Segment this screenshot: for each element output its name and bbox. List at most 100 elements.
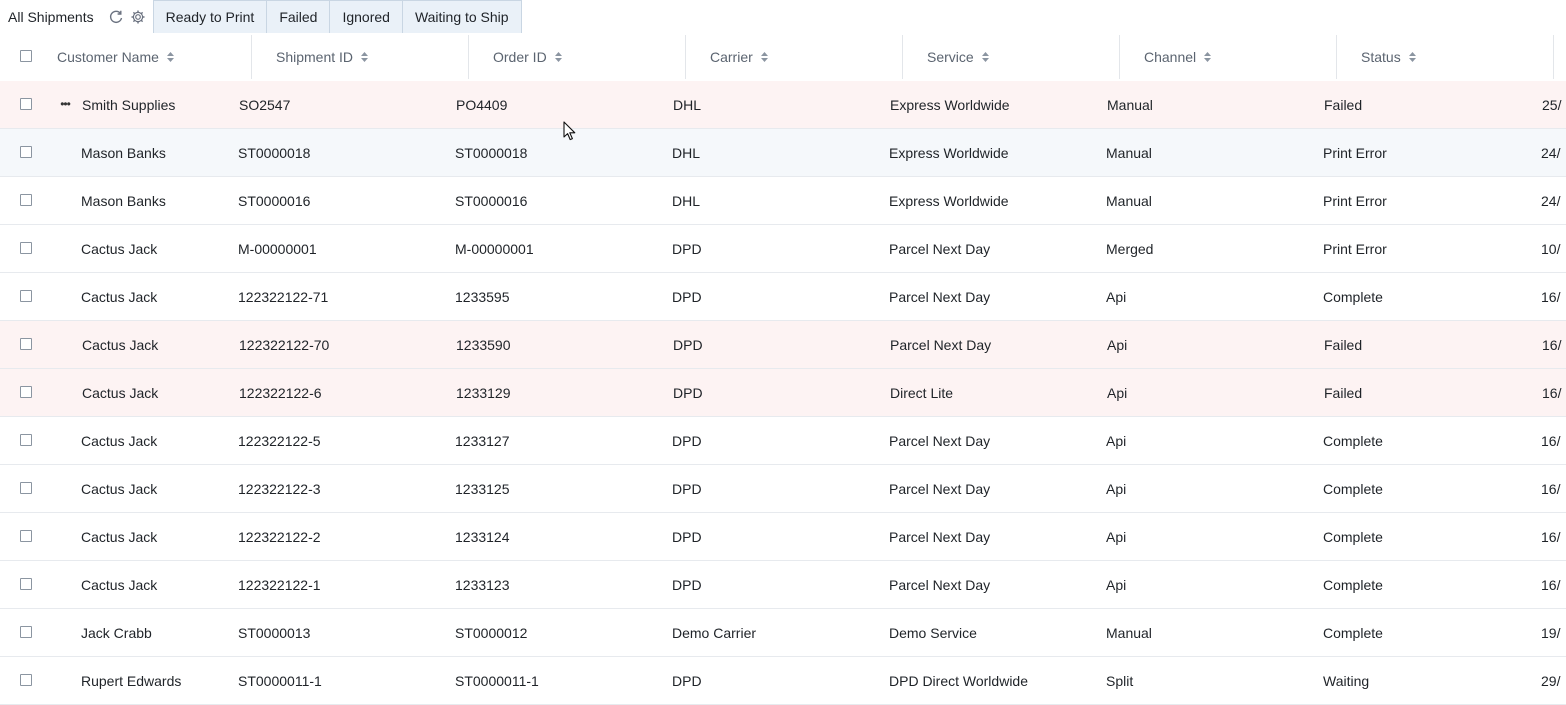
table-row[interactable]: Cactus Jack 122322122-1 1233123 DPD Parcel N… [0, 561, 1566, 609]
cell-shipment-id: 122322122-2 [238, 528, 321, 545]
cell-customer-name: Cactus Jack [82, 336, 159, 353]
cell-service: Express Worldwide [890, 96, 1010, 113]
column-header-label: Status [1361, 49, 1401, 65]
table-row[interactable]: Rupert Edwards ST0000011-1 ST0000011-1 DPD D… [0, 657, 1566, 705]
cell-service: Parcel Next Day [889, 288, 991, 305]
table-row[interactable]: Cactus Jack 122322122-6 1233129 DPD Direct L… [0, 369, 1566, 417]
tab-ready-to-print[interactable]: Ready to Print [152, 0, 268, 33]
cell-date: 16/ [1541, 288, 1561, 305]
more-horizontal-icon[interactable]: ••• [60, 97, 71, 111]
sort-icon[interactable] [166, 52, 174, 62]
table-row[interactable]: Cactus Jack 122322122-3 1233125 DPD Parcel N… [0, 465, 1566, 513]
tab-all-shipments[interactable]: All Shipments [0, 0, 154, 33]
cell-status: Failed [1324, 96, 1363, 113]
column-header-carrier[interactable]: Carrier [710, 33, 768, 81]
column-header-order-id[interactable]: Order ID [493, 33, 562, 81]
mouse-cursor-icon [563, 121, 576, 141]
cell-carrier: DPD [672, 672, 702, 689]
cell-customer-name: Cactus Jack [82, 384, 159, 401]
cell-status: Complete [1323, 528, 1383, 545]
tab-ignored[interactable]: Ignored [329, 0, 403, 33]
sort-icon[interactable] [1408, 52, 1416, 62]
column-header-status[interactable]: Status [1361, 33, 1416, 81]
select-all-checkbox[interactable] [20, 50, 32, 62]
tab-waiting-to-ship[interactable]: Waiting to Ship [401, 0, 522, 33]
column-divider[interactable] [1119, 35, 1120, 79]
cell-date: 16/ [1541, 576, 1561, 593]
table-row[interactable]: Cactus Jack 122322122-70 1233590 DPD Parcel … [0, 321, 1566, 369]
column-divider[interactable] [685, 35, 686, 79]
cell-service: Parcel Next Day [890, 336, 992, 353]
row-checkbox[interactable] [20, 674, 32, 686]
cell-date: 25/ [1542, 96, 1562, 113]
table-row[interactable]: Cactus Jack 122322122-71 1233595 DPD Parcel … [0, 273, 1566, 321]
row-checkbox[interactable] [20, 338, 32, 350]
table-row[interactable]: Cactus Jack 122322122-5 1233127 DPD Parcel N… [0, 417, 1566, 465]
cell-carrier: DPD [672, 432, 702, 449]
cell-order-id: 1233125 [455, 480, 510, 497]
cell-shipment-id: 122322122-5 [238, 432, 321, 449]
cell-date: 24/ [1541, 192, 1561, 209]
column-header-shipment-id[interactable]: Shipment ID [276, 33, 369, 81]
cell-date: 19/ [1541, 624, 1561, 641]
gear-icon[interactable] [130, 9, 146, 25]
refresh-icon[interactable] [108, 9, 124, 25]
cell-service: Parcel Next Day [889, 576, 991, 593]
row-checkbox[interactable] [20, 626, 32, 638]
cell-status: Print Error [1323, 240, 1387, 257]
cell-status: Complete [1323, 288, 1383, 305]
cell-carrier: Demo Carrier [672, 624, 757, 641]
column-divider[interactable] [902, 35, 903, 79]
cell-carrier: DPD [672, 528, 702, 545]
row-checkbox[interactable] [20, 530, 32, 542]
row-checkbox[interactable] [20, 194, 32, 206]
cell-carrier: DPD [673, 384, 703, 401]
cell-customer-name: Mason Banks [81, 192, 166, 209]
table-row[interactable]: Mason Banks ST0000016 ST0000016 DHL Express … [0, 177, 1566, 225]
table-row[interactable]: Mason Banks ST0000018 ST0000018 DHL Express … [0, 129, 1566, 177]
cell-status: Complete [1323, 576, 1383, 593]
cell-shipment-id: 122322122-71 [238, 288, 329, 305]
row-checkbox[interactable] [20, 386, 32, 398]
shipment-tabs: All Shipments Ready to Print Failed Igno… [0, 0, 522, 33]
row-checkbox[interactable] [20, 434, 32, 446]
row-checkbox[interactable] [20, 146, 32, 158]
table-row[interactable]: Cactus Jack 122322122-2 1233124 DPD Parcel N… [0, 513, 1566, 561]
column-header-service[interactable]: Service [927, 33, 989, 81]
column-header-customer-name[interactable]: Customer Name [57, 33, 174, 81]
cell-order-id: 1233129 [456, 384, 511, 401]
column-header-channel[interactable]: Channel [1144, 33, 1212, 81]
cell-customer-name: Cactus Jack [81, 288, 158, 305]
cell-customer-name: Cactus Jack [81, 480, 158, 497]
column-divider[interactable] [1553, 35, 1554, 79]
sort-icon[interactable] [554, 52, 562, 62]
row-checkbox[interactable] [20, 290, 32, 302]
sort-icon[interactable] [981, 52, 989, 62]
cell-service: DPD Direct Worldwide [889, 672, 1028, 689]
sort-icon[interactable] [760, 52, 768, 62]
column-header-label: Shipment ID [276, 49, 354, 65]
column-divider[interactable] [468, 35, 469, 79]
table-row[interactable]: Jack Crabb ST0000013 ST0000012 Demo Carrier… [0, 609, 1566, 657]
cell-channel: Split [1106, 672, 1134, 689]
column-divider[interactable] [1336, 35, 1337, 79]
cell-shipment-id: 122322122-1 [238, 576, 321, 593]
row-checkbox[interactable] [20, 242, 32, 254]
row-checkbox[interactable] [20, 578, 32, 590]
cell-date: 16/ [1541, 432, 1561, 449]
cell-customer-name: Rupert Edwards [81, 672, 182, 689]
sort-icon[interactable] [1204, 52, 1212, 62]
table-row[interactable]: Cactus Jack M-00000001 M-00000001 DPD Parcel… [0, 225, 1566, 273]
cell-shipment-id: SO2547 [239, 96, 291, 113]
table-row[interactable]: ••• Smith Supplies SO2547 PO4409 DHL Express … [0, 81, 1566, 129]
cell-shipment-id: ST0000016 [238, 192, 311, 209]
cell-service: Parcel Next Day [889, 528, 991, 545]
cell-shipment-id: 122322122-3 [238, 480, 321, 497]
row-checkbox[interactable] [20, 482, 32, 494]
sort-icon[interactable] [361, 52, 369, 62]
row-checkbox[interactable] [20, 98, 32, 110]
tab-failed[interactable]: Failed [266, 0, 331, 33]
column-divider[interactable] [251, 35, 252, 79]
cell-shipment-id: 122322122-70 [239, 336, 330, 353]
cell-date: 29/ [1541, 672, 1561, 689]
